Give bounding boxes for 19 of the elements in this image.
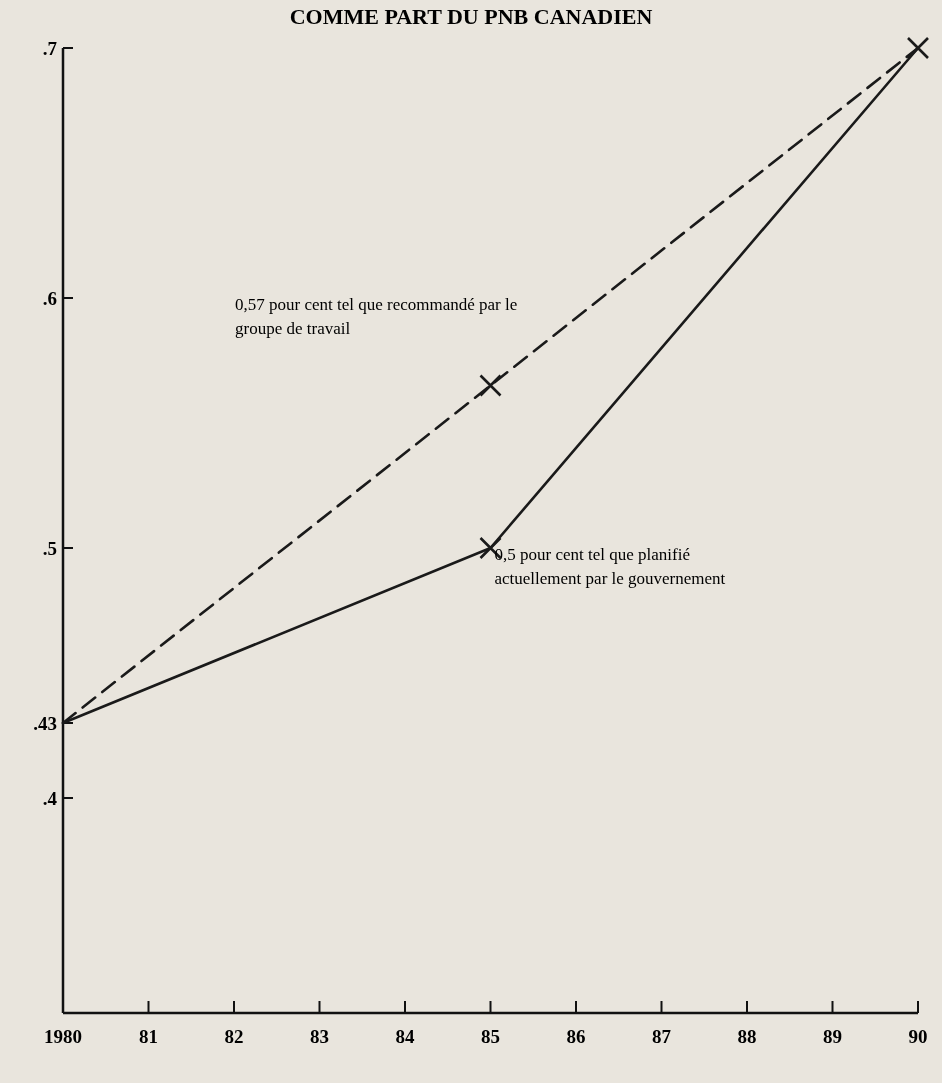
annotation: 0,57 pour cent tel que recommandé par le groupe de travail — [235, 295, 518, 338]
x-tick-label: 85 — [481, 1026, 500, 1047]
chart-title: COMME PART DU PNB CANADIEN — [289, 4, 653, 29]
annotation: 0,5 pour cent tel que planifié actuellement par le gouvernement — [494, 545, 726, 588]
y-tick-label: .6 — [42, 287, 57, 309]
y-tick-label: .4 — [42, 787, 58, 809]
x-tick-label: 1980 — [44, 1026, 82, 1047]
y-tick-label: .43 — [33, 712, 57, 734]
x-tick-label: 86 — [566, 1026, 586, 1047]
x-tick-label: 89 — [823, 1026, 842, 1047]
x-tick-label: 87 — [652, 1026, 672, 1047]
x-tick-label: 84 — [395, 1026, 415, 1047]
y-tick-label: .5 — [42, 537, 57, 559]
x-tick-label: 81 — [139, 1026, 158, 1047]
x-tick-label: 88 — [737, 1026, 757, 1047]
y-tick-label: .7 — [42, 37, 58, 59]
x-tick-label: 82 — [224, 1026, 244, 1047]
x-tick-label: 90 — [908, 1026, 928, 1047]
x-tick-label: 83 — [310, 1026, 329, 1047]
